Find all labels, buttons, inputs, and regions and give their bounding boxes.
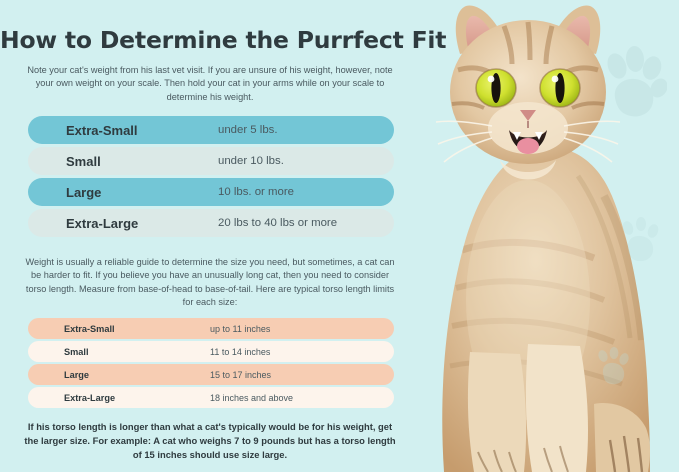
size-label: Small xyxy=(66,153,101,169)
size-value: under 5 lbs. xyxy=(218,124,278,136)
torso-value: 18 inches and above xyxy=(210,392,294,403)
table-row: Small 11 to 14 inches xyxy=(28,341,394,362)
torso-value: 15 to 17 inches xyxy=(210,369,272,380)
table-row: Extra-Large 20 lbs to 40 lbs or more xyxy=(28,209,394,237)
table-row: Extra-Small up to 11 inches xyxy=(28,318,394,339)
size-label: Extra-Large xyxy=(64,392,116,403)
size-label: Small xyxy=(64,346,89,357)
weight-size-table: Extra-Small under 5 lbs. Small under 10 … xyxy=(28,116,394,240)
size-label: Extra-Small xyxy=(64,323,115,334)
size-label: Extra-Large xyxy=(66,215,139,231)
size-value: 10 lbs. or more xyxy=(218,186,294,198)
torso-value: 11 to 14 inches xyxy=(210,346,271,357)
torso-length-table: Extra-Small up to 11 inches Small 11 to … xyxy=(28,318,394,410)
size-label: Extra-Small xyxy=(66,122,138,138)
outro-paragraph: If his torso length is longer than what … xyxy=(24,421,396,460)
tabby-cat-photo xyxy=(408,0,679,472)
intro-paragraph: Note your cat's weight from his last vet… xyxy=(27,65,393,102)
size-label: Large xyxy=(66,184,102,200)
page-title: How to Determine the Purrfect Fit xyxy=(0,26,447,54)
size-value: 20 lbs to 40 lbs or more xyxy=(218,217,338,229)
table-row: Large 10 lbs. or more xyxy=(28,178,394,206)
size-value: under 10 lbs. xyxy=(218,155,284,167)
table-row: Small under 10 lbs. xyxy=(28,147,394,175)
middle-paragraph: Weight is usually a reliable guide to de… xyxy=(25,257,395,308)
table-row: Large 15 to 17 inches xyxy=(28,364,394,385)
table-row: Extra-Small under 5 lbs. xyxy=(28,116,394,144)
torso-value: up to 11 inches xyxy=(210,323,271,334)
size-label: Large xyxy=(64,369,90,380)
table-row: Extra-Large 18 inches and above xyxy=(28,387,394,408)
content-column: How to Determine the Purrfect Fit Note y… xyxy=(0,26,447,460)
